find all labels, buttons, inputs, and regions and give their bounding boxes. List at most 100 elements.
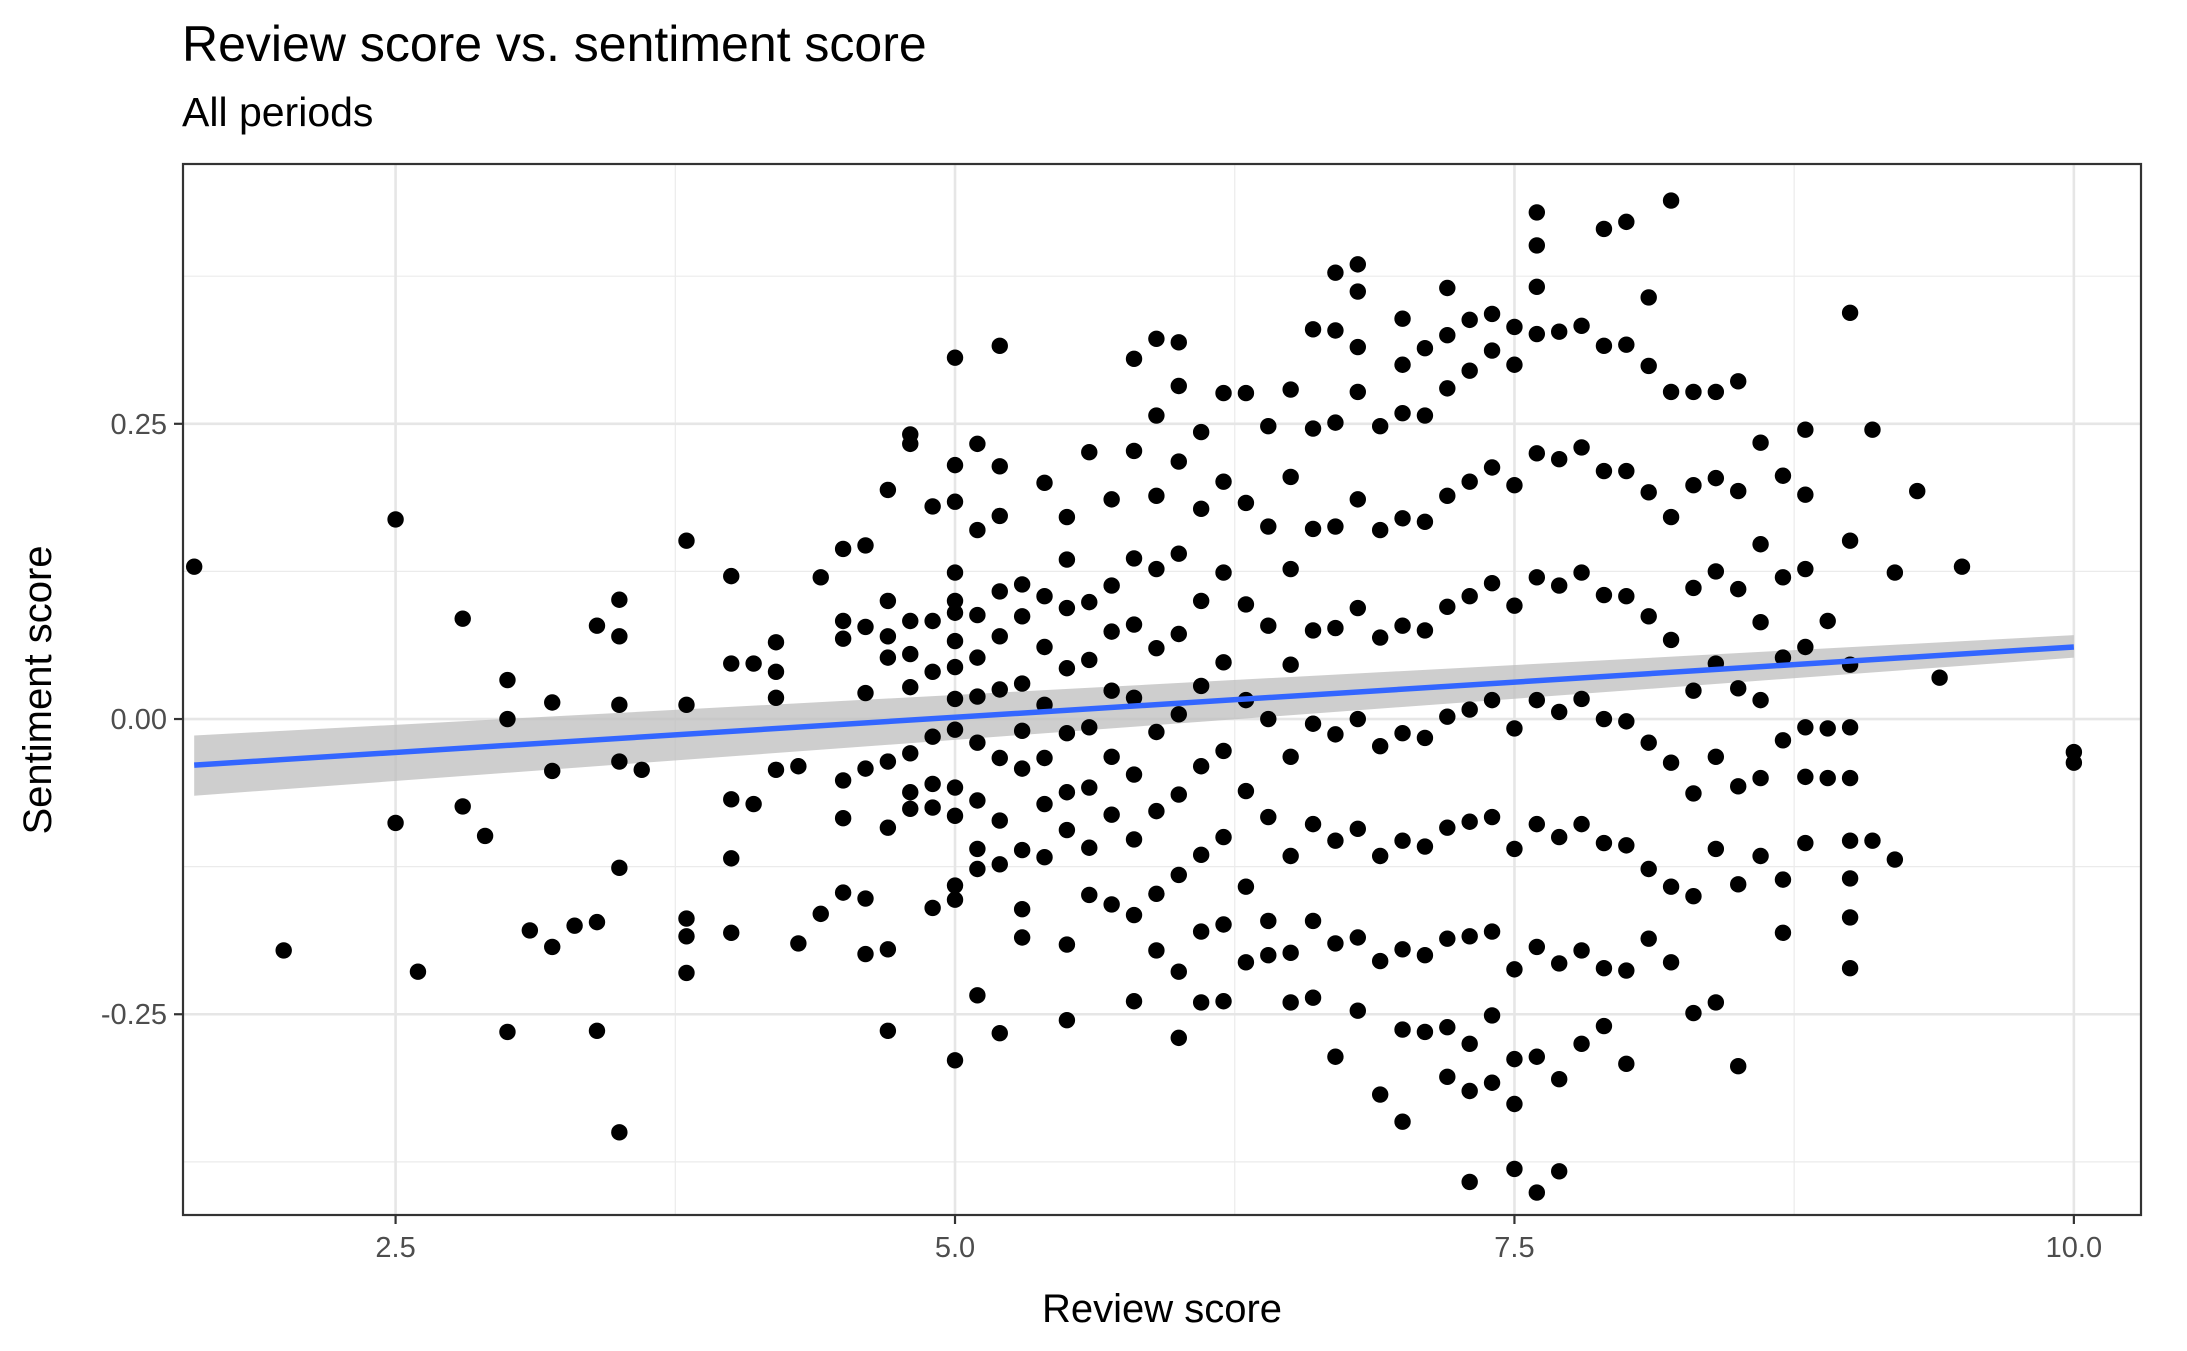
data-point — [946, 632, 964, 650]
data-point — [1573, 439, 1590, 456]
data-point — [1618, 462, 1635, 480]
data-point — [902, 435, 919, 453]
data-point — [499, 671, 516, 689]
data-point — [1439, 380, 1456, 397]
data-point — [1416, 407, 1434, 424]
data-point — [1416, 1023, 1434, 1041]
data-point — [1618, 837, 1635, 854]
data-point — [1215, 828, 1232, 846]
data-point — [946, 658, 964, 676]
data-point — [946, 592, 964, 610]
data-point — [1125, 906, 1143, 924]
data-point — [1461, 701, 1478, 718]
data-point — [1707, 383, 1725, 401]
data-point — [1483, 923, 1501, 940]
data-point — [1036, 795, 1053, 813]
data-point — [1439, 487, 1456, 505]
data-point — [1550, 1070, 1568, 1088]
data-point — [1685, 1004, 1702, 1022]
data-point — [1886, 851, 1904, 868]
data-point — [879, 819, 897, 836]
data-point — [834, 772, 852, 789]
data-point — [991, 507, 1008, 525]
data-point — [857, 760, 874, 777]
data-point — [1550, 703, 1568, 721]
data-point — [1841, 719, 1859, 736]
data-point — [521, 922, 539, 939]
data-point — [1215, 564, 1232, 581]
data-point — [745, 795, 762, 813]
data-point — [1730, 778, 1747, 795]
data-point — [1730, 1058, 1747, 1075]
data-point — [1461, 311, 1478, 329]
data-point — [1304, 520, 1322, 538]
data-point — [1349, 256, 1367, 273]
data-point — [1058, 936, 1076, 953]
data-point — [1103, 806, 1120, 823]
data-point — [1013, 929, 1031, 946]
data-point — [1170, 786, 1187, 803]
chart-title: Review score vs. sentiment score — [182, 16, 927, 72]
data-point — [1528, 938, 1546, 956]
data-point — [1304, 321, 1322, 338]
data-point — [1237, 596, 1255, 613]
data-point — [1595, 834, 1613, 852]
data-point — [834, 540, 852, 558]
data-point — [678, 928, 695, 945]
data-point — [879, 1022, 897, 1039]
data-point — [924, 612, 941, 630]
data-point — [946, 891, 964, 908]
data-point — [1237, 782, 1255, 800]
data-point — [1819, 612, 1836, 630]
data-point — [1349, 338, 1367, 356]
data-point — [1170, 545, 1187, 562]
data-point — [1819, 769, 1836, 787]
data-point — [1528, 691, 1546, 709]
data-point — [1148, 487, 1165, 505]
data-point — [1081, 593, 1098, 611]
data-point — [1528, 815, 1546, 833]
data-point — [1058, 551, 1076, 568]
data-point — [1573, 317, 1590, 334]
data-point — [1841, 870, 1859, 887]
data-point — [1260, 417, 1277, 435]
data-point — [1595, 586, 1613, 604]
data-point — [1304, 622, 1322, 639]
data-point — [1036, 848, 1053, 866]
data-point — [969, 649, 986, 666]
data-point — [723, 850, 740, 867]
data-point — [1192, 500, 1210, 518]
data-point — [1439, 708, 1456, 725]
data-point — [902, 612, 919, 630]
data-point — [1260, 518, 1277, 535]
data-point — [1148, 407, 1165, 424]
data-point — [1461, 1173, 1478, 1191]
data-point — [924, 799, 941, 816]
data-point — [1282, 560, 1299, 578]
data-point — [1103, 896, 1120, 913]
data-point — [1506, 356, 1523, 373]
data-point — [1461, 1035, 1478, 1052]
data-point — [946, 564, 964, 581]
data-point — [1148, 802, 1165, 820]
data-point — [1528, 204, 1546, 221]
data-point — [1461, 928, 1478, 945]
data-point — [924, 728, 941, 745]
data-point — [1864, 832, 1881, 849]
data-point — [1774, 467, 1792, 484]
data-point — [1797, 768, 1814, 786]
data-point — [857, 618, 874, 636]
data-point — [1125, 831, 1143, 848]
data-point — [1483, 1074, 1501, 1091]
data-point — [1573, 564, 1590, 581]
data-point — [1282, 847, 1299, 865]
data-point — [1327, 414, 1344, 431]
data-point — [745, 655, 762, 672]
data-point — [1707, 748, 1725, 766]
data-point — [1506, 840, 1523, 858]
panel-border — [181, 162, 2143, 1217]
data-point — [1439, 1068, 1456, 1086]
data-point — [969, 987, 986, 1004]
data-point — [902, 800, 919, 817]
data-point — [1909, 482, 1926, 500]
